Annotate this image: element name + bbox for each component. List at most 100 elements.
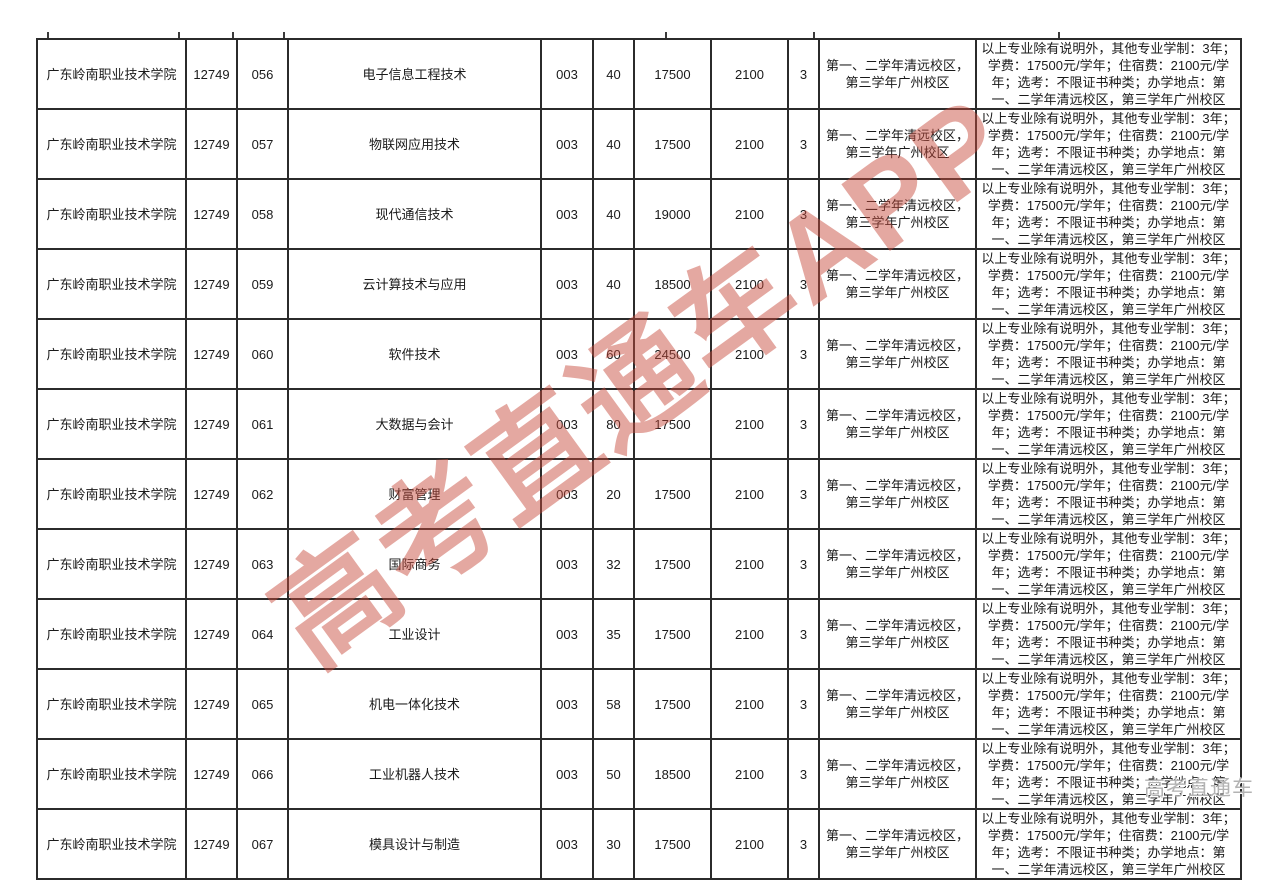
cell-school-code: 12749 (185, 528, 238, 600)
cell-notes: 以上专业除有说明外，其他专业学制：3年；学费：17500元/学年；住宿费：210… (975, 38, 1242, 110)
cell-school-code: 12749 (185, 178, 238, 250)
cell-school-name: 广东岭南职业技术学院 (36, 458, 187, 530)
cell-accommodation-fee: 2100 (710, 598, 789, 670)
cell-study-years: 3 (787, 38, 820, 110)
cell-study-years: 3 (787, 108, 820, 180)
cell-notes: 以上专业除有说明外，其他专业学制：3年；学费：17500元/学年；住宿费：210… (975, 668, 1242, 740)
cell-major-code: 062 (236, 458, 289, 530)
cell-plan-count: 40 (592, 248, 635, 320)
table-crop-stub (178, 32, 180, 39)
cell-study-years: 3 (787, 528, 820, 600)
table-row: 广东岭南职业技术学院 12749 067 模具设计与制造 003 30 1750… (36, 808, 1242, 880)
cell-school-name: 广东岭南职业技术学院 (36, 808, 187, 880)
cell-major-name: 软件技术 (287, 318, 542, 390)
cell-tuition-fee: 17500 (633, 388, 712, 460)
cell-accommodation-fee: 2100 (710, 738, 789, 810)
cell-class-group: 003 (540, 738, 594, 810)
cell-notes: 以上专业除有说明外，其他专业学制：3年；学费：17500元/学年；住宿费：210… (975, 598, 1242, 670)
cell-major-code: 056 (236, 38, 289, 110)
cell-notes: 以上专业除有说明外，其他专业学制：3年；学费：17500元/学年；住宿费：210… (975, 388, 1242, 460)
cell-tuition-fee: 17500 (633, 808, 712, 880)
cell-major-code: 066 (236, 738, 289, 810)
cell-plan-count: 20 (592, 458, 635, 530)
cell-major-code: 057 (236, 108, 289, 180)
cell-school-code: 12749 (185, 108, 238, 180)
cell-accommodation-fee: 2100 (710, 458, 789, 530)
cell-campus: 第一、二学年清远校区，第三学年广州校区 (818, 248, 977, 320)
cell-major-code: 063 (236, 528, 289, 600)
cell-school-code: 12749 (185, 248, 238, 320)
cell-campus: 第一、二学年清远校区，第三学年广州校区 (818, 178, 977, 250)
cell-campus: 第一、二学年清远校区，第三学年广州校区 (818, 318, 977, 390)
cell-major-name: 电子信息工程技术 (287, 38, 542, 110)
cell-tuition-fee: 18500 (633, 248, 712, 320)
cell-major-name: 财富管理 (287, 458, 542, 530)
cell-class-group: 003 (540, 808, 594, 880)
cell-notes: 以上专业除有说明外，其他专业学制：3年；学费：17500元/学年；住宿费：210… (975, 178, 1242, 250)
cell-school-name: 广东岭南职业技术学院 (36, 318, 187, 390)
cell-accommodation-fee: 2100 (710, 808, 789, 880)
cell-school-name: 广东岭南职业技术学院 (36, 528, 187, 600)
cell-campus: 第一、二学年清远校区，第三学年广州校区 (818, 388, 977, 460)
table-row: 广东岭南职业技术学院 12749 057 物联网应用技术 003 40 1750… (36, 108, 1242, 180)
cell-plan-count: 60 (592, 318, 635, 390)
cell-study-years: 3 (787, 458, 820, 530)
cell-tuition-fee: 17500 (633, 38, 712, 110)
cell-notes: 以上专业除有说明外，其他专业学制：3年；学费：17500元/学年；住宿费：210… (975, 458, 1242, 530)
cell-tuition-fee: 17500 (633, 458, 712, 530)
cell-accommodation-fee: 2100 (710, 108, 789, 180)
table-crop-stub (1058, 32, 1060, 39)
table-row: 广东岭南职业技术学院 12749 064 工业设计 003 35 17500 2… (36, 598, 1242, 670)
cell-class-group: 003 (540, 528, 594, 600)
cell-class-group: 003 (540, 108, 594, 180)
cell-campus: 第一、二学年清远校区，第三学年广州校区 (818, 738, 977, 810)
cell-class-group: 003 (540, 668, 594, 740)
cell-tuition-fee: 19000 (633, 178, 712, 250)
cell-class-group: 003 (540, 388, 594, 460)
cell-major-code: 059 (236, 248, 289, 320)
cell-study-years: 3 (787, 248, 820, 320)
cell-plan-count: 40 (592, 38, 635, 110)
table-row: 广东岭南职业技术学院 12749 061 大数据与会计 003 80 17500… (36, 388, 1242, 460)
cell-school-code: 12749 (185, 458, 238, 530)
cell-plan-count: 35 (592, 598, 635, 670)
cell-study-years: 3 (787, 668, 820, 740)
cell-accommodation-fee: 2100 (710, 248, 789, 320)
cell-school-code: 12749 (185, 668, 238, 740)
table-row: 广东岭南职业技术学院 12749 063 国际商务 003 32 17500 2… (36, 528, 1242, 600)
table-row: 广东岭南职业技术学院 12749 059 云计算技术与应用 003 40 185… (36, 248, 1242, 320)
cell-notes: 以上专业除有说明外，其他专业学制：3年；学费：17500元/学年；住宿费：210… (975, 318, 1242, 390)
table-crop-stub (283, 32, 285, 39)
table-body: 广东岭南职业技术学院 12749 056 电子信息工程技术 003 40 175… (36, 38, 1242, 880)
cell-school-name: 广东岭南职业技术学院 (36, 668, 187, 740)
cell-school-code: 12749 (185, 808, 238, 880)
table-crop-stub (47, 32, 49, 39)
cell-class-group: 003 (540, 178, 594, 250)
cell-accommodation-fee: 2100 (710, 388, 789, 460)
cell-major-code: 064 (236, 598, 289, 670)
cell-major-code: 061 (236, 388, 289, 460)
cell-major-name: 国际商务 (287, 528, 542, 600)
cell-notes: 以上专业除有说明外，其他专业学制：3年；学费：17500元/学年；住宿费：210… (975, 108, 1242, 180)
cell-major-name: 大数据与会计 (287, 388, 542, 460)
cell-campus: 第一、二学年清远校区，第三学年广州校区 (818, 528, 977, 600)
cell-school-name: 广东岭南职业技术学院 (36, 248, 187, 320)
cell-school-name: 广东岭南职业技术学院 (36, 108, 187, 180)
table-row: 广东岭南职业技术学院 12749 058 现代通信技术 003 40 19000… (36, 178, 1242, 250)
cell-major-name: 现代通信技术 (287, 178, 542, 250)
cell-school-code: 12749 (185, 38, 238, 110)
cell-plan-count: 58 (592, 668, 635, 740)
cell-plan-count: 40 (592, 108, 635, 180)
table-row: 广东岭南职业技术学院 12749 062 财富管理 003 20 17500 2… (36, 458, 1242, 530)
cell-study-years: 3 (787, 738, 820, 810)
cell-major-name: 工业机器人技术 (287, 738, 542, 810)
cell-study-years: 3 (787, 178, 820, 250)
cell-school-code: 12749 (185, 318, 238, 390)
cell-class-group: 003 (540, 248, 594, 320)
cell-study-years: 3 (787, 598, 820, 670)
cell-major-code: 065 (236, 668, 289, 740)
cell-school-name: 广东岭南职业技术学院 (36, 598, 187, 670)
cell-major-name: 物联网应用技术 (287, 108, 542, 180)
table-row: 广东岭南职业技术学院 12749 066 工业机器人技术 003 50 1850… (36, 738, 1242, 810)
cell-major-code: 067 (236, 808, 289, 880)
